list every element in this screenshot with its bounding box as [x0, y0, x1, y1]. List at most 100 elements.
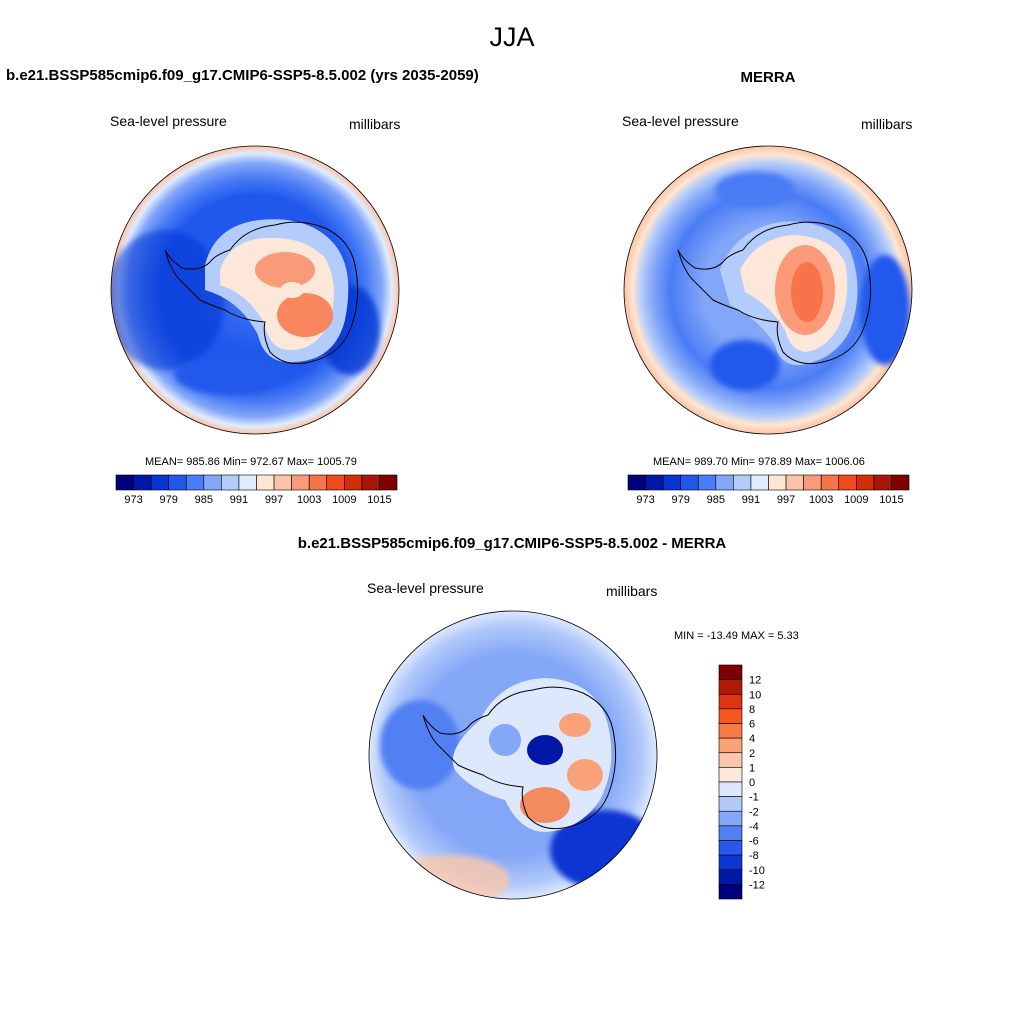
right-colorbar-tick-label: 985 [707, 494, 725, 506]
right-colorbar-swatch [715, 474, 734, 491]
diff-colorbar-tick-label: 8 [749, 704, 755, 716]
diff-polar-map [369, 611, 657, 899]
left-colorbar-tick-label: 973 [124, 494, 142, 506]
left-colorbar-swatch [115, 474, 134, 491]
left-colorbar-swatch [168, 474, 187, 491]
diff-colorbar-swatch [718, 869, 743, 885]
right-antarctica-coastline [677, 221, 872, 365]
right-colorbar-tick-label: 1009 [844, 494, 868, 506]
diff-map-border [368, 610, 658, 900]
diff-colorbar-tick-label: -1 [749, 792, 759, 804]
right-variable-label: Sea-level pressure [622, 113, 739, 129]
left-colorbar-tick-label: 991 [230, 494, 248, 506]
diff-colorbar-tick-label: 12 [749, 675, 761, 687]
diff-colorbar-swatch [718, 708, 743, 724]
diff-colorbar-tick-label: 4 [749, 733, 755, 745]
left-colorbar-swatch [133, 474, 152, 491]
right-colorbar-swatch [891, 474, 910, 491]
right-colorbar-swatch [838, 474, 857, 491]
right-stats: MEAN= 989.70 Min= 978.89 Max= 1006.06 [653, 456, 865, 468]
right-colorbar-swatch [697, 474, 717, 491]
right-colorbar-tick-label: 991 [742, 494, 760, 506]
diff-colorbar-tick-label: -12 [749, 879, 765, 891]
left-colorbar-swatch [308, 474, 328, 491]
left-variable-label: Sea-level pressure [110, 113, 227, 129]
left-colorbar-swatch [344, 474, 363, 491]
right-colorbar-swatch [785, 474, 804, 491]
diff-colorbar-tick-label: -2 [749, 806, 759, 818]
right-colorbar-tick-label: 973 [636, 494, 654, 506]
diff-colorbar-tick-label: 0 [749, 777, 755, 789]
left-panel-title: b.e21.BSSP585cmip6.f09_g17.CMIP6-SSP5-8.… [6, 67, 479, 84]
right-colorbar-tick-label: 1003 [809, 494, 833, 506]
diff-colorbar-swatch [718, 723, 743, 739]
left-colorbar-swatch [238, 474, 257, 491]
diff-stats: MIN = -13.49 MAX = 5.33 [674, 630, 799, 642]
left-colorbar-swatch [379, 474, 398, 491]
right-colorbar-swatch [873, 474, 892, 491]
diff-colorbar-tick-label: -8 [749, 850, 759, 862]
diff-colorbar-swatch [718, 664, 743, 680]
left-colorbar-swatch [273, 474, 292, 491]
diff-colorbar-tick-label: 6 [749, 719, 755, 731]
diff-colorbar-tick-label: 1 [749, 762, 755, 774]
diff-colorbar-tick-label: -4 [749, 821, 759, 833]
left-colorbar-tick-label: 1009 [332, 494, 356, 506]
right-colorbar-tick-label: 1015 [879, 494, 903, 506]
right-colorbar-swatch [627, 474, 646, 491]
left-colorbar-tick-label: 997 [265, 494, 283, 506]
right-polar-map [624, 146, 912, 434]
right-units-label: millibars [861, 116, 913, 132]
diff-colorbar-swatch [718, 737, 743, 754]
right-colorbar-swatch [680, 474, 699, 491]
left-colorbar-swatch [326, 474, 345, 491]
diff-colorbar-swatch [718, 810, 743, 827]
diff-colorbar-tick-label: -10 [749, 865, 765, 877]
right-panel-title: MERRA [740, 69, 796, 86]
left-colorbar-tick-label: 1015 [367, 494, 391, 506]
diff-colorbar-tick-label: 2 [749, 748, 755, 760]
left-units-label: millibars [349, 116, 401, 132]
diff-colorbar-swatch [718, 825, 743, 841]
left-colorbar-tick-label: 1003 [297, 494, 321, 506]
diff-panel-title: b.e21.BSSP585cmip6.f09_g17.CMIP6-SSP5-8.… [297, 535, 727, 552]
right-colorbar-swatch [733, 474, 752, 491]
diff-colorbar-swatch [718, 767, 743, 783]
diff-colorbar-swatch [718, 796, 743, 812]
diff-variable-label: Sea-level pressure [367, 580, 484, 596]
diff-colorbar-swatch [718, 840, 743, 856]
left-colorbar-swatch [361, 474, 380, 491]
right-colorbar: 973 979 985 991 997 1003 1009 1015 [627, 474, 910, 506]
diff-colorbar-swatch [718, 854, 743, 871]
diff-colorbar-tick-label: -6 [749, 836, 759, 848]
left-colorbar-swatch [256, 474, 275, 491]
diff-colorbar-tick-label: 10 [749, 689, 761, 701]
left-colorbar-swatch [150, 474, 169, 491]
right-colorbar-tick-label: 979 [672, 494, 690, 506]
left-colorbar-swatch [291, 474, 310, 491]
diff-colorbar-swatch [718, 884, 743, 900]
left-map-border [110, 145, 400, 435]
left-colorbar-tick-label: 979 [160, 494, 178, 506]
diff-colorbar-swatch [718, 781, 743, 797]
left-colorbar-swatch [221, 474, 240, 491]
right-colorbar-swatch [645, 474, 664, 491]
diff-colorbar-swatch [718, 679, 743, 695]
right-colorbar-swatch [803, 474, 822, 491]
right-colorbar-swatch [820, 474, 840, 491]
right-colorbar-swatch [662, 474, 681, 491]
left-colorbar-swatch [185, 474, 205, 491]
diff-colorbar-swatch [718, 693, 743, 710]
right-map-border [623, 145, 913, 435]
left-colorbar-tick-label: 985 [195, 494, 213, 506]
right-colorbar-swatch [856, 474, 875, 491]
left-colorbar: 973 979 985 991 997 1003 1009 1015 [115, 474, 398, 506]
left-antarctica-coastline [164, 221, 359, 365]
right-colorbar-swatch [768, 474, 787, 491]
diff-units-label: millibars [606, 583, 658, 599]
left-polar-map [111, 146, 399, 434]
right-colorbar-tick-label: 997 [777, 494, 795, 506]
page-title: JJA [489, 22, 535, 52]
